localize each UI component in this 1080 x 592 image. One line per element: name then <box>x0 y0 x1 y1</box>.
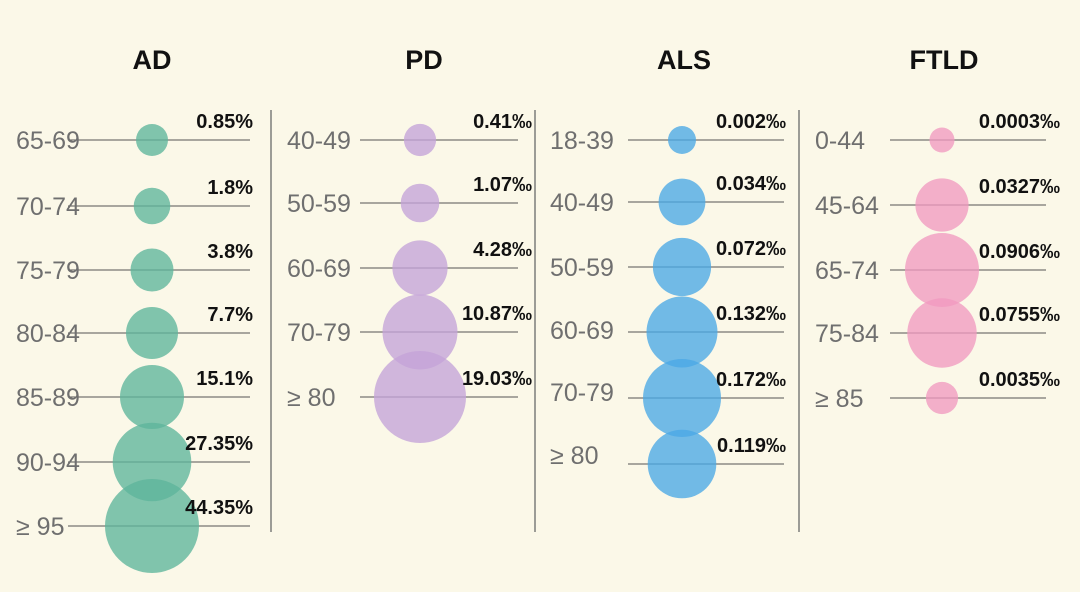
bubble-pd-60-69 <box>392 240 448 296</box>
panel-als: ALS 18-39 40-49 50-59 60-69 70-79 ≥ 80 0.002‰ 0.… <box>550 45 786 499</box>
value-label-als-18-39: 0.002‰ <box>716 111 786 133</box>
age-label-als-40-49: 40-49 <box>550 189 614 217</box>
value-label-ad-85-89: 15.1% <box>196 368 253 390</box>
age-label-ftld-65-74: 65-74 <box>815 257 879 285</box>
value-label-ad-80-84: 7.7% <box>207 304 253 326</box>
age-label-ad-70-74: 70-74 <box>16 193 80 221</box>
value-label-pd-50-59: 1.07‰ <box>473 174 532 196</box>
value-label-als-50-59: 0.072‰ <box>716 238 786 260</box>
age-label-als-18-39: 18-39 <box>550 127 614 155</box>
bubble-als-70-79 <box>643 359 721 437</box>
bubble-als-80 <box>647 429 717 499</box>
bubble-ad-65-69 <box>136 124 168 156</box>
age-label-ftld-75-84: 75-84 <box>815 320 879 348</box>
bubble-pd-40-49 <box>403 123 437 157</box>
bubble-ftld-75-84 <box>907 298 977 368</box>
bubble-ad-90-94 <box>112 422 192 502</box>
age-label-pd-80: ≥ 80 <box>287 384 335 412</box>
bubble-ad-70-74 <box>133 187 171 225</box>
panel-title-pd: PD <box>405 45 443 75</box>
value-label-als-70-79: 0.172‰ <box>716 369 786 391</box>
value-label-als-60-69: 0.132‰ <box>716 303 786 325</box>
value-label-ad-95: 44.35% <box>185 497 253 519</box>
panel-title-ad: AD <box>133 45 172 75</box>
age-label-als-60-69: 60-69 <box>550 317 614 345</box>
bubble-pd-80 <box>374 351 466 443</box>
age-label-ftld-85: ≥ 85 <box>815 385 863 413</box>
bubble-pd-50-59 <box>400 183 440 223</box>
panel-title-als: ALS <box>657 45 711 75</box>
bubble-ftld-0-44 <box>929 127 955 153</box>
bubble-ftld-85 <box>925 381 959 415</box>
bubble-ftld-45-64 <box>915 178 969 232</box>
value-label-ftld-0-44: 0.0003‰ <box>979 111 1060 133</box>
value-label-ftld-85: 0.0035‰ <box>979 369 1060 391</box>
value-label-ftld-65-74: 0.0906‰ <box>979 241 1060 263</box>
age-label-pd-70-79: 70-79 <box>287 319 351 347</box>
age-label-ftld-0-44: 0-44 <box>815 127 865 155</box>
age-label-als-80: ≥ 80 <box>550 442 598 470</box>
panel-pd: PD 40-49 50-59 60-69 70-79 ≥ 80 0.41‰ 1.07‰ 4.28… <box>287 45 532 443</box>
value-label-ad-65-69: 0.85% <box>196 111 253 133</box>
value-label-pd-40-49: 0.41‰ <box>473 111 532 133</box>
bubble-als-18-39 <box>668 126 696 154</box>
age-label-ad-75-79: 75-79 <box>16 257 80 285</box>
panel-ftld: FTLD 0-44 45-64 65-74 75-84 ≥ 85 0.0003‰ 0.0327… <box>815 45 1060 415</box>
age-label-als-50-59: 50-59 <box>550 254 614 282</box>
age-label-ftld-45-64: 45-64 <box>815 192 879 220</box>
panel-ad: AD 65-69 70-74 75-79 80-84 85-89 90-94 ≥ 95 0.85… <box>16 45 253 573</box>
bubble-ad-95 <box>105 479 199 573</box>
value-label-ftld-45-64: 0.0327‰ <box>979 176 1060 198</box>
age-label-ad-95: ≥ 95 <box>16 513 64 541</box>
value-label-als-40-49: 0.034‰ <box>716 173 786 195</box>
bubble-ad-85-89 <box>120 365 184 429</box>
value-label-ad-75-79: 3.8% <box>207 241 253 263</box>
age-label-ad-85-89: 85-89 <box>16 384 80 412</box>
bubble-als-60-69 <box>646 296 718 368</box>
panel-title-ftld: FTLD <box>910 45 979 75</box>
bubble-als-50-59 <box>652 237 712 297</box>
value-label-als-80: 0.119‰ <box>717 435 786 457</box>
age-label-pd-40-49: 40-49 <box>287 127 351 155</box>
value-label-pd-80: 19.03‰ <box>462 368 532 390</box>
bubble-ad-75-79 <box>130 248 174 292</box>
age-label-ad-65-69: 65-69 <box>16 127 80 155</box>
value-label-pd-70-79: 10.87‰ <box>462 303 532 325</box>
bubble-pd-70-79 <box>382 294 458 370</box>
value-label-ftld-75-84: 0.0755‰ <box>979 304 1060 326</box>
value-label-ad-70-74: 1.8% <box>207 177 253 199</box>
bubble-ftld-65-74 <box>905 233 979 307</box>
age-label-pd-60-69: 60-69 <box>287 255 351 283</box>
bubble-ad-80-84 <box>126 307 178 359</box>
age-label-ad-90-94: 90-94 <box>16 449 80 477</box>
value-label-ad-90-94: 27.35% <box>185 433 253 455</box>
age-label-als-70-79: 70-79 <box>550 379 614 407</box>
bubble-als-40-49 <box>658 178 706 226</box>
age-label-pd-50-59: 50-59 <box>287 190 351 218</box>
value-label-pd-60-69: 4.28‰ <box>473 239 532 261</box>
age-label-ad-80-84: 80-84 <box>16 320 80 348</box>
